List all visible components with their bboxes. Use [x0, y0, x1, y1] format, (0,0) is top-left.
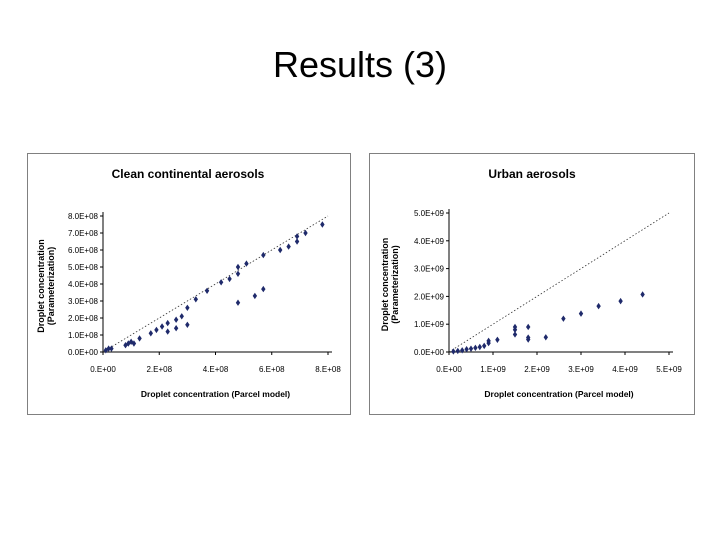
chart-2-x-tick-label: 3.E+09 [568, 365, 594, 374]
chart-1-y-axis-label: Droplet concentration(Parameterization) [36, 239, 56, 333]
chart-2-y-tick-label: 5.0E+09 [414, 209, 445, 218]
chart-2-data-point [526, 323, 531, 331]
slide-title: Results (3) [272, 44, 448, 85]
chart-1-data-point [126, 340, 131, 347]
chart-2-data-point [473, 344, 478, 352]
chart-2-reference-line [448, 212, 670, 353]
chart-2-data-point [640, 291, 645, 298]
chart-2-data-point [543, 334, 548, 341]
chart-1-data-point [286, 243, 291, 250]
chart-1-data-point [185, 304, 190, 311]
chart-2-y-axis-label-line-2: (Parameterization) [390, 245, 400, 324]
chart-2-data-point [468, 345, 474, 352]
chart-clean-continental: Clean continental aerosols 0.0E+00 1.0E+08… [36, 167, 341, 399]
chart-1-data-point [106, 345, 111, 352]
chart-2-data-point [455, 347, 460, 355]
chart-1-data-point [235, 299, 241, 306]
chart-1-data-point [173, 316, 179, 323]
chart-1-y-tick-label: 4.0E+08 [68, 280, 99, 289]
chart-1-data-point [235, 263, 241, 271]
chart-2-data-point [482, 342, 487, 350]
chart-2-data-point [451, 348, 456, 355]
chart-1-data-point [277, 246, 283, 254]
chart-1-y-tick-label: 0.0E+00 [68, 348, 99, 357]
chart-1-data-point [154, 326, 159, 334]
chart-2-data-point [578, 310, 584, 317]
chart-1-x-tick-label: 8.E+08 [315, 365, 341, 374]
chart-1-reference-line [102, 215, 329, 353]
chart-2-x-tick-label: 2.E+09 [524, 365, 550, 374]
chart-1-data-point [179, 313, 184, 320]
chart-2-data-point [495, 336, 500, 343]
chart-panel-clean-continental: Clean continental aerosols 0.0E+00 1.0E+08… [27, 153, 351, 415]
chart-1-x-tick-label: 6.E+08 [259, 365, 285, 374]
chart-1-data-point [261, 285, 266, 293]
chart-urban: Urban aerosols 0.0E+00 1.0E+09 2.0E+09 3.0E+… [380, 167, 682, 399]
chart-1-x-tick-label: 2.E+08 [146, 365, 172, 374]
chart-1-y-axis-label-line-1: Droplet concentration [36, 239, 46, 333]
chart-1-data-point [159, 323, 165, 330]
chart-1-y-tick-label: 2.0E+08 [68, 314, 99, 323]
chart-2-data-point [596, 302, 601, 310]
chart-2-data-point [486, 337, 491, 345]
chart-2-y-axis-label-line-1: Droplet concentration [380, 238, 390, 332]
chart-1-data-point [109, 345, 114, 352]
chart-1-y-axis-label-line-2: (Parameterization) [46, 247, 56, 326]
chart-2-data-point [561, 315, 566, 322]
chart-1-data-point [320, 221, 325, 228]
chart-1-data-point [294, 233, 300, 240]
chart-2-data-point [460, 347, 465, 354]
chart-2-y-axis-label-text: Droplet concentration(Parameterization) [380, 238, 400, 332]
chart-1-y-axis-label-text: Droplet concentration(Parameterization) [36, 239, 56, 333]
chart-2-y-tick-label: 3.0E+09 [414, 265, 445, 274]
chart-1-title: Clean continental aerosols [112, 167, 265, 181]
chart-2-data-point [477, 343, 482, 351]
chart-2-x-tick-label: 1.E+09 [480, 365, 506, 374]
chart-1-data-point [261, 251, 266, 259]
chart-2-y-tick-label: 0.0E+00 [414, 348, 445, 357]
chart-2-x-tick-label: 5.E+09 [656, 365, 682, 374]
chart-1-data-point [165, 319, 170, 327]
chart-1-data-point [235, 270, 241, 277]
chart-panel-urban: Urban aerosols 0.0E+00 1.0E+09 2.0E+09 3.0E+… [369, 153, 695, 415]
chart-2-data-point [512, 331, 518, 338]
chart-2-x-axis-label: Droplet concentration (Parcel model) [484, 389, 633, 399]
chart-1-y-tick-label: 1.0E+08 [68, 331, 99, 340]
chart-1-y-tick-label: 3.0E+08 [68, 297, 99, 306]
chart-1-data-point [173, 325, 179, 332]
chart-1-data-point [165, 328, 170, 335]
chart-2-y-tick-label: 2.0E+09 [414, 292, 445, 301]
chart-1-y-tick-label: 5.0E+08 [68, 263, 99, 272]
chart-2-data-point [618, 297, 623, 305]
chart-1-data-point [218, 279, 224, 286]
chart-1-y-tick-label: 7.0E+08 [68, 229, 99, 238]
chart-1-data-point [193, 296, 199, 303]
chart-1-x-tick-label: 0.E+00 [90, 365, 116, 374]
chart-2-x-tick-label: 4.E+09 [612, 365, 638, 374]
chart-1-data-point [185, 321, 190, 328]
chart-1-data-point [137, 335, 142, 342]
chart-2-x-tick-label: 0.E+00 [436, 365, 462, 374]
chart-1-data-point [148, 330, 154, 337]
chart-1-data-point [227, 275, 232, 283]
chart-1-data-point [204, 287, 210, 294]
chart-1-x-tick-label: 4.E+08 [203, 365, 229, 374]
chart-1-data-point [252, 292, 258, 300]
chart-2-y-tick-label: 1.0E+09 [414, 320, 445, 329]
chart-1-data-point [244, 260, 249, 267]
chart-2-data-point [512, 323, 518, 331]
chart-2-data-point [464, 346, 469, 353]
chart-1-x-axis-label: Droplet concentration (Parcel model) [141, 389, 290, 399]
chart-1-y-tick-label: 8.0E+08 [68, 212, 99, 221]
chart-1-data-point [131, 340, 137, 347]
chart-2-y-axis-label: Droplet concentration(Parameterization) [380, 238, 400, 332]
chart-1-y-tick-label: 6.0E+08 [68, 246, 99, 255]
chart-2-title: Urban aerosols [488, 167, 576, 181]
chart-2-y-tick-label: 4.0E+09 [414, 237, 445, 246]
